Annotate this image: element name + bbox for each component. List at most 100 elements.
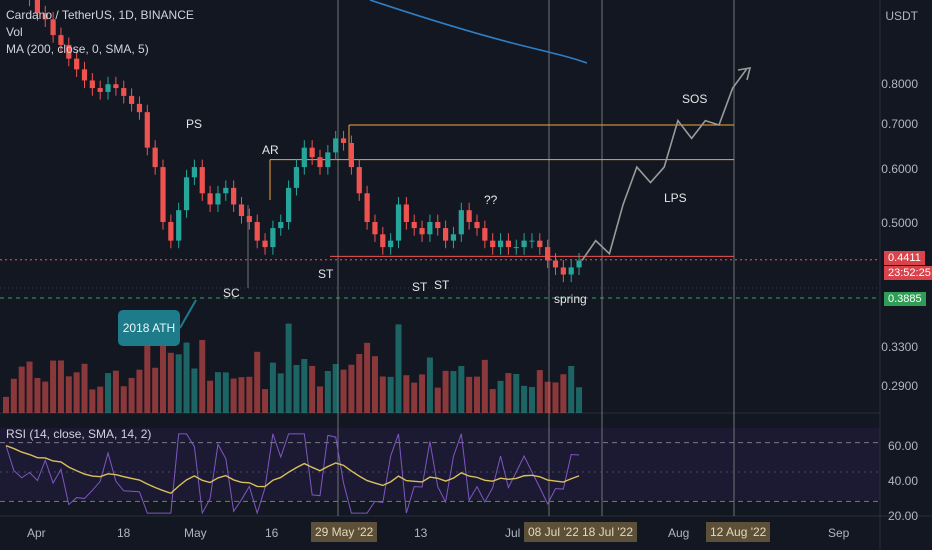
candle-body [89, 80, 95, 89]
candle-body [403, 204, 409, 223]
volume-bar [285, 323, 292, 413]
candle-body [458, 210, 464, 235]
candle-body [340, 138, 347, 143]
volume-bar [207, 380, 214, 413]
rsi-label[interactable]: RSI (14, close, SMA, 14, 2) [6, 427, 152, 441]
candle-body [513, 247, 519, 249]
volume-bar [262, 389, 269, 413]
y-tick-label: 0.5000 [881, 216, 918, 230]
volume-bar [167, 352, 174, 413]
volume-bar [175, 354, 182, 413]
candle-body [568, 267, 574, 275]
volume-bar [3, 396, 9, 413]
volume-bar [568, 366, 575, 413]
candle-body [176, 210, 182, 241]
candle-body [231, 187, 237, 205]
ma-200-line [369, 0, 588, 64]
candle-body [450, 234, 457, 241]
candle-body [537, 240, 543, 248]
projection-path [581, 68, 748, 261]
volume-bar [419, 374, 426, 413]
candle-body [490, 240, 496, 248]
volume-bar [528, 387, 535, 413]
candle-body [129, 95, 135, 104]
volume-bar [183, 342, 190, 413]
candle-body [529, 240, 535, 242]
rsi-ma-line [5, 444, 580, 495]
volume-bar [348, 364, 355, 413]
candle-body [497, 240, 504, 248]
volume-bar [230, 378, 237, 413]
candle-body [427, 222, 433, 235]
candle-body [348, 142, 354, 168]
volume-bar [97, 386, 104, 413]
volume-bar [552, 382, 559, 413]
x-tick-label: May [184, 526, 207, 540]
volume-bar [42, 381, 49, 413]
volume-bar [254, 351, 261, 413]
candle-body [81, 69, 88, 81]
volume-bar [434, 387, 441, 413]
candle-body [552, 260, 559, 268]
volume-bar [57, 360, 64, 413]
candle-body [395, 204, 402, 241]
volume-bar [152, 367, 159, 413]
volume-bar [144, 326, 151, 413]
volume-bar [160, 316, 166, 413]
y-tick-label: 0.2900 [881, 379, 918, 393]
candle-body [474, 222, 480, 229]
ath-callout[interactable]: 2018 ATH [118, 310, 180, 346]
candle-body [482, 228, 488, 241]
volume-bar [513, 374, 520, 413]
candle-body [356, 167, 362, 194]
candle-body [576, 260, 582, 268]
y-tick-label: 0.7000 [881, 117, 918, 131]
rsi-tick-label: 20.00 [887, 509, 918, 523]
x-tick-label: Apr [27, 526, 46, 540]
y-tick-label: 0.3300 [881, 340, 918, 354]
volume-label[interactable]: Vol [6, 25, 23, 39]
volume-bar [466, 376, 473, 413]
volume-bar [411, 382, 418, 413]
ma-label[interactable]: MA (200, close, 0, SMA, 5) [6, 42, 149, 56]
volume-bar [50, 360, 57, 413]
candle-body [419, 228, 425, 235]
volume-bar [505, 373, 512, 413]
rsi-tick-label: 40.00 [887, 474, 918, 488]
volume-bar [340, 369, 347, 413]
candle-body [443, 228, 449, 241]
candle-body [325, 152, 331, 168]
volume-bar [309, 365, 316, 413]
volume-bar [214, 372, 221, 413]
candle-body [380, 234, 386, 248]
volume-bar [395, 324, 402, 413]
candle-body [466, 210, 472, 223]
annotation-st: ST [412, 280, 428, 294]
candle-body [238, 204, 245, 217]
volume-bar [403, 375, 410, 413]
x-tick-label: 18 [117, 526, 131, 540]
candle-body [560, 267, 566, 275]
volume-bar [34, 378, 41, 413]
volume-bar [536, 370, 543, 413]
candle-body [50, 19, 56, 36]
y-tick-label: 0.6000 [881, 162, 918, 176]
volume-bar [521, 385, 528, 413]
volume-bar [10, 378, 17, 413]
volume-bar [105, 373, 112, 413]
candle-body [309, 147, 315, 158]
x-tick-label: Sep [828, 526, 850, 540]
symbol-title[interactable]: Cardano / TetherUS, 1D, BINANCE [6, 8, 194, 22]
support-price-tag: 0.3885 [884, 292, 926, 306]
volume-bar [65, 376, 72, 413]
volume-bar [458, 366, 465, 413]
volume-bar [120, 386, 127, 413]
projection-arrowhead [737, 67, 752, 81]
volume-bar [317, 386, 323, 413]
x-tick-label: Aug [668, 526, 690, 540]
x-tick-label: 16 [265, 526, 279, 540]
rsi-tick-label: 60.00 [887, 439, 918, 453]
volume-bar [112, 370, 119, 413]
candle-body [278, 222, 284, 229]
